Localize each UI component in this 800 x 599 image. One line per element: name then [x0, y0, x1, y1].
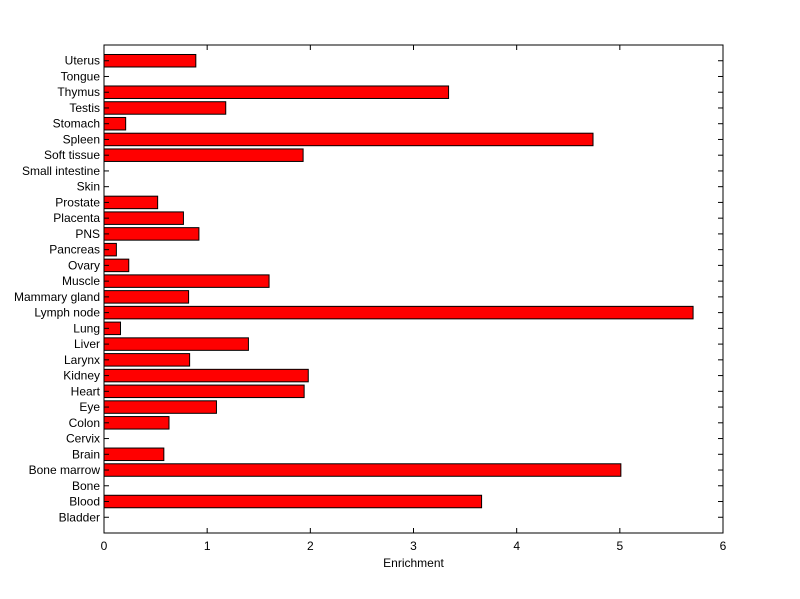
y-tick-label: Testis: [69, 101, 100, 115]
y-tick-label: Spleen: [63, 132, 100, 146]
bar-colon: [103, 416, 170, 430]
y-tick-label: Small intestine: [22, 164, 100, 178]
y-tick-label: Pancreas: [49, 243, 100, 257]
y-tick-label: Lung: [73, 321, 100, 335]
bar-uterus: [103, 53, 197, 68]
x-tick-labels: 0 1 2 3 4 5 6: [101, 539, 727, 553]
y-tick-label: Cervix: [66, 432, 100, 446]
bar-mammary-gland: [103, 290, 190, 304]
y-tick-label: Lymph node: [34, 306, 100, 320]
y-tick-label: Bone: [72, 479, 100, 493]
bar-heart: [103, 384, 305, 399]
y-tick-label: Placenta: [53, 211, 100, 225]
y-tick-label: PNS: [75, 227, 100, 241]
bar-blood: [103, 494, 483, 509]
x-tick-label: 4: [513, 539, 520, 553]
y-tick-label: Mammary gland: [14, 290, 100, 304]
plot-frame: [103, 44, 724, 534]
y-tick-label: Heart: [71, 384, 101, 398]
x-tick-label: 5: [616, 539, 623, 553]
y-tick-label: Prostate: [55, 195, 100, 209]
y-tick-label: Eye: [79, 400, 100, 414]
x-axis-label: Enrichment: [383, 556, 444, 570]
y-tick-label: Skin: [77, 180, 100, 194]
y-tick-label: Bone marrow: [29, 463, 101, 477]
x-tick-label: 0: [101, 539, 108, 553]
y-tick-label: Brain: [72, 447, 100, 461]
bar-eye: [103, 400, 217, 414]
y-tick-label: Blood: [69, 495, 100, 509]
x-tick-label: 2: [307, 539, 314, 553]
y-tick-label: Ovary: [68, 258, 100, 272]
bar-lymph-node: [103, 305, 694, 320]
y-tick-label: Colon: [69, 416, 100, 430]
bar-muscle: [103, 274, 270, 288]
ticks-group: [103, 45, 724, 533]
y-tick-label: Liver: [74, 337, 100, 351]
bar-kidney: [103, 368, 309, 383]
bar-thymus: [103, 85, 450, 99]
y-tick-label: Tongue: [61, 69, 101, 83]
bars-group: [103, 53, 694, 509]
bar-bone-marrow: [103, 463, 622, 477]
bar-prostate: [103, 195, 159, 210]
y-tick-label: Muscle: [62, 274, 100, 288]
y-tick-label: Thymus: [57, 85, 100, 99]
y-tick-label: Kidney: [63, 369, 100, 383]
y-tick-label: Soft tissue: [44, 148, 100, 162]
x-tick-label: 6: [720, 539, 727, 553]
x-tick-label: 3: [410, 539, 417, 553]
bar-brain: [103, 447, 165, 462]
bar-placenta: [103, 211, 184, 225]
bar-larynx: [103, 353, 191, 367]
x-tick-label: 1: [204, 539, 211, 553]
y-tick-label: Uterus: [65, 54, 100, 68]
bar-liver: [103, 337, 249, 351]
bar-testis: [103, 101, 227, 115]
y-tick-label: Larynx: [64, 353, 100, 367]
bar-spleen: [103, 132, 594, 147]
y-tick-label: Stomach: [53, 117, 100, 131]
bar-soft-tissue: [103, 148, 304, 162]
bar-pns: [103, 227, 200, 241]
y-tick-label: Bladder: [59, 510, 100, 524]
